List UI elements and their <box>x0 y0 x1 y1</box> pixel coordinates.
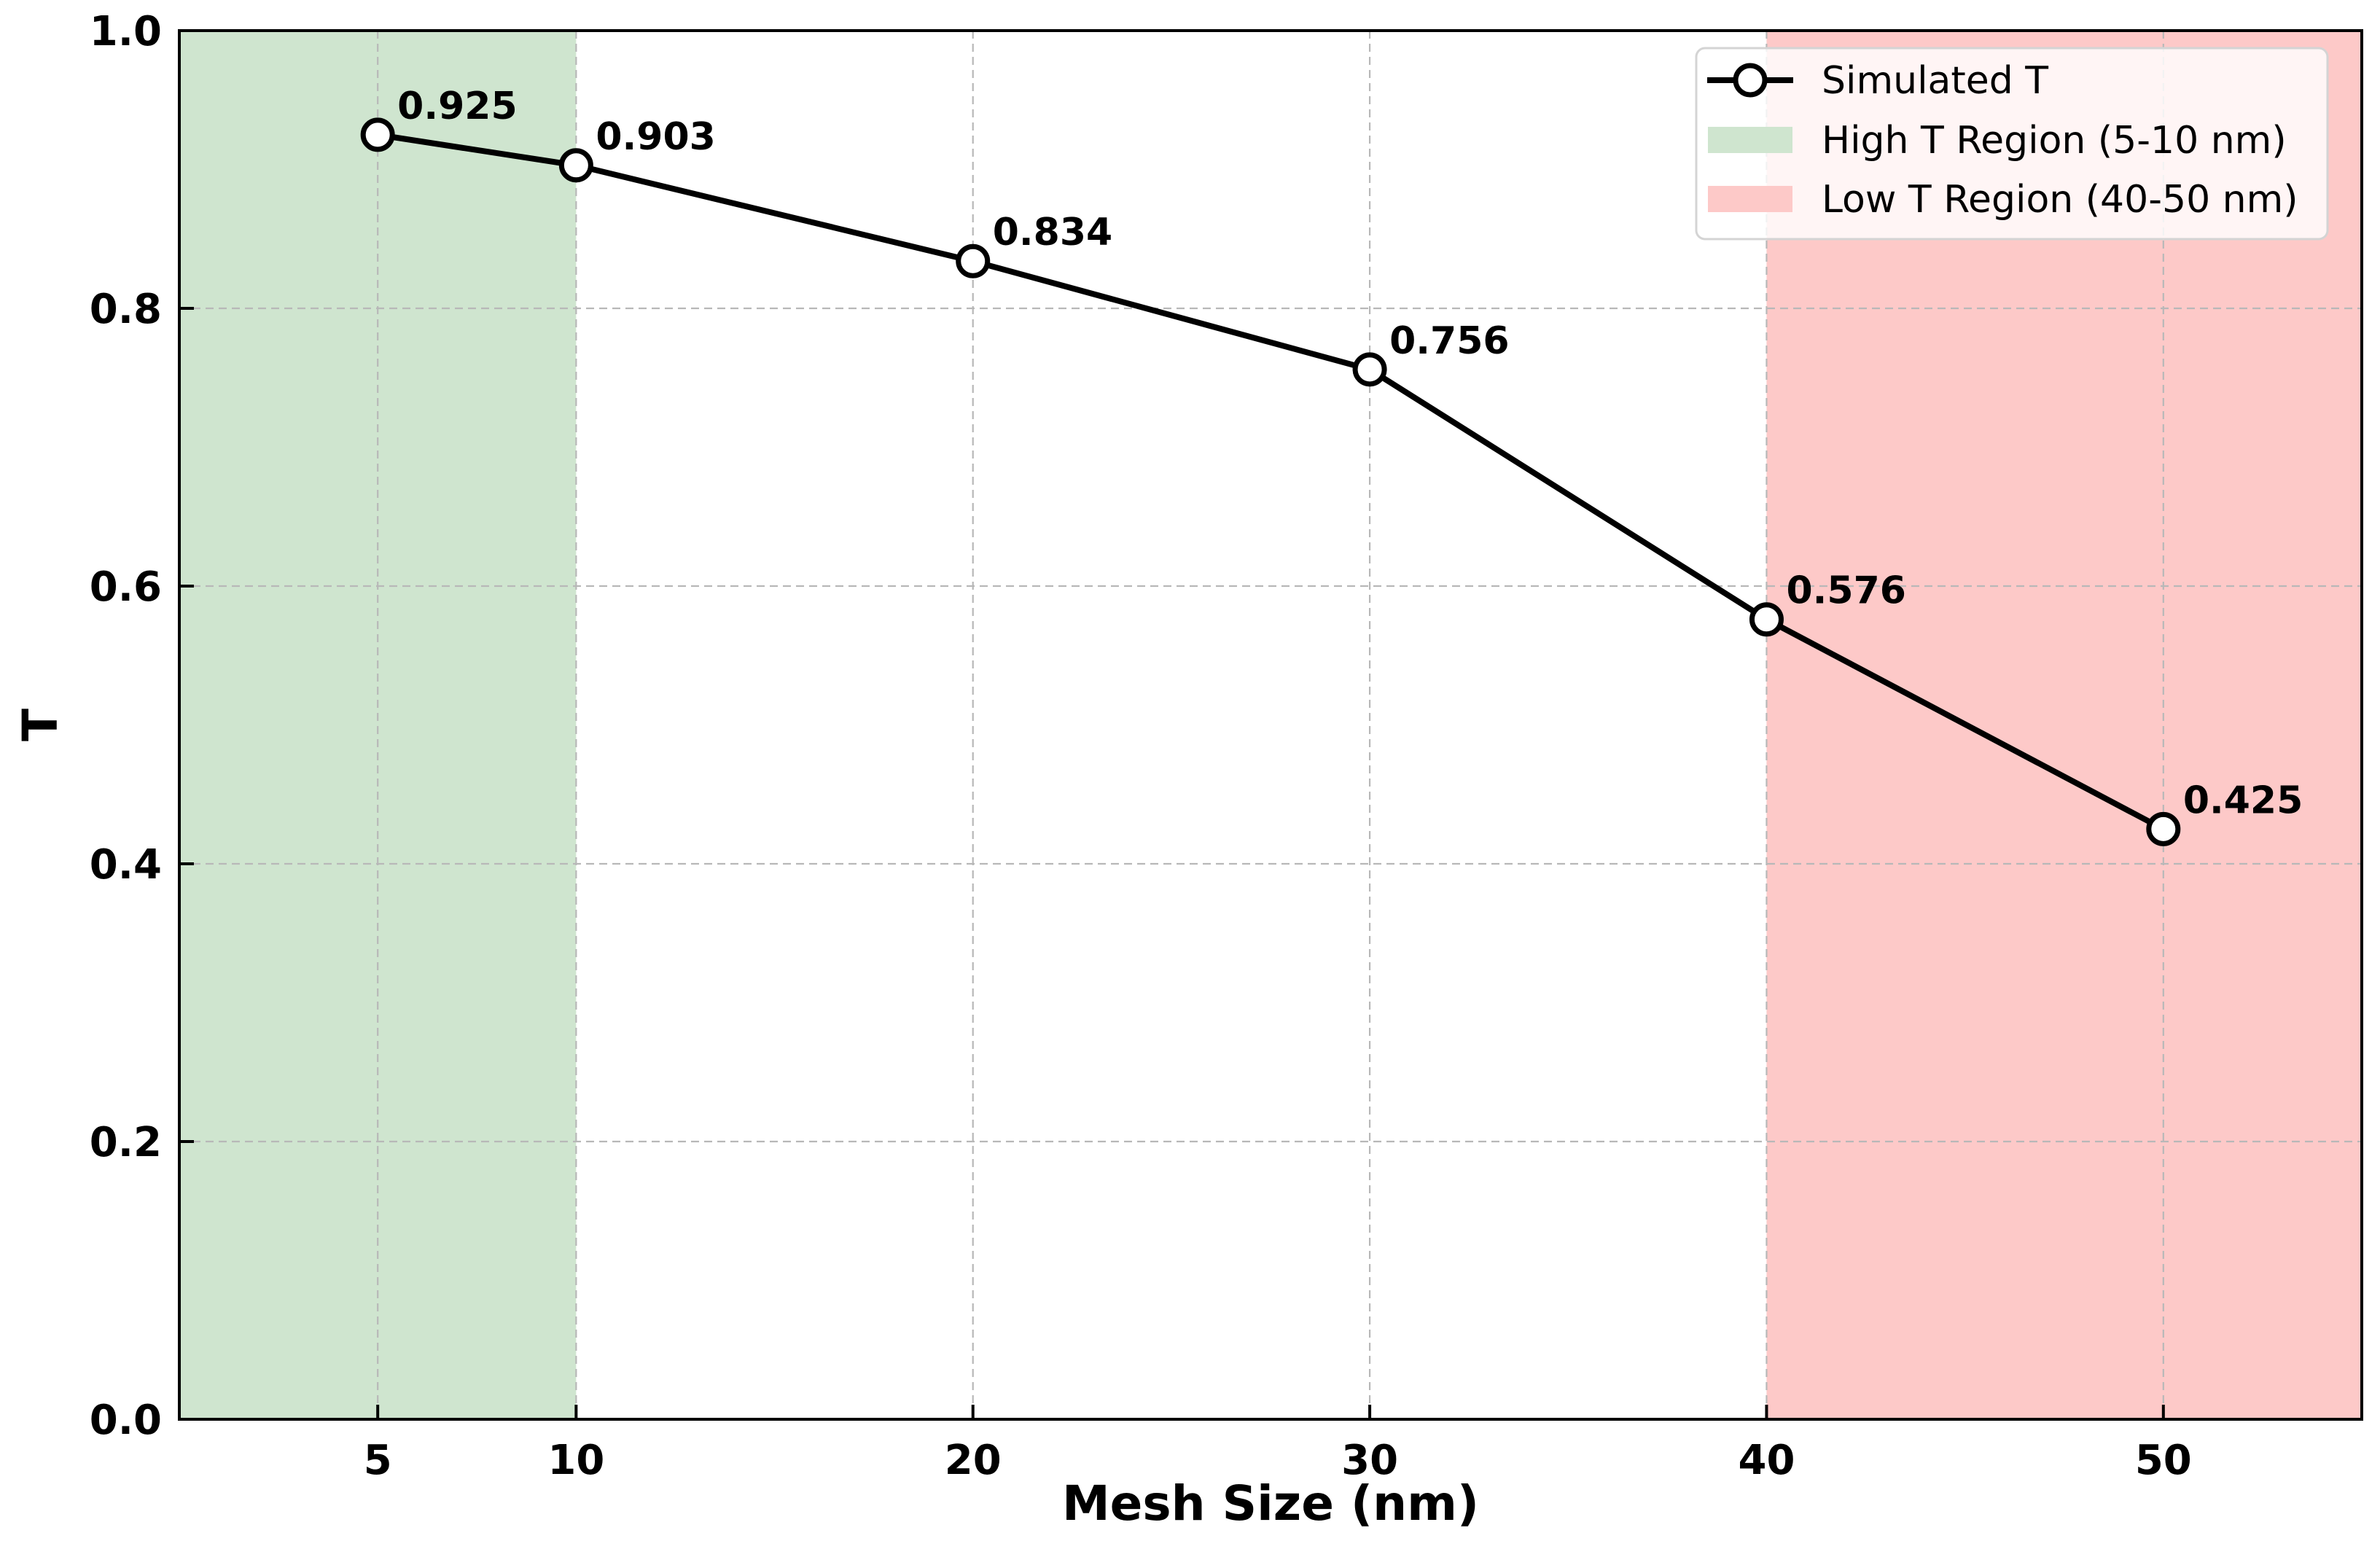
y-axis-title: T <box>12 709 69 741</box>
legend-label-region-1: High T Region (5-10 nm) <box>1822 119 2287 163</box>
legend-label-series: Simulated T <box>1822 59 2048 103</box>
y-tick-label-0.0: 0.0 <box>90 1397 162 1444</box>
x-tick-label-5: 5 <box>364 1437 392 1484</box>
data-point-40 <box>1749 602 1784 637</box>
x-tick-label-20: 20 <box>945 1437 1002 1484</box>
data-label-20: 0.834 <box>993 211 1112 254</box>
legend-swatch-region-2 <box>1708 186 1792 212</box>
x-tick-label-50: 50 <box>2135 1437 2192 1484</box>
legend: Simulated T High T Region (5-10 nm) Low T … <box>1695 47 2329 241</box>
data-point-50 <box>2146 811 2181 846</box>
data-point-30 <box>1352 352 1387 387</box>
y-tick-label-0.2: 0.2 <box>90 1119 162 1166</box>
data-labels: 0.925 0.903 0.834 0.756 0.576 0.425 <box>397 85 2303 823</box>
data-label-5: 0.925 <box>397 85 517 128</box>
x-axis-title: Mesh Size (nm) <box>1062 1475 1479 1532</box>
data-label-40: 0.576 <box>1786 569 1905 613</box>
data-point-10 <box>558 148 593 183</box>
x-tick-label-40: 40 <box>1738 1437 1795 1484</box>
data-series <box>360 117 2181 846</box>
data-point-5 <box>360 117 395 152</box>
x-tick-label-30: 30 <box>1341 1437 1398 1484</box>
legend-marker-swatch <box>1733 63 1768 98</box>
y-tick-label-0.8: 0.8 <box>90 286 162 333</box>
legend-swatch-region-1 <box>1708 127 1792 153</box>
data-label-30: 0.756 <box>1389 319 1509 363</box>
y-tick-label-0.4: 0.4 <box>90 841 162 889</box>
axis-ticks: 5 10 20 30 40 50 0.0 0.2 0.4 0.6 0.8 1.0 <box>90 8 2192 1484</box>
data-label-10: 0.903 <box>596 115 715 159</box>
plot-frame <box>178 29 2363 1421</box>
y-tick-label-0.6: 0.6 <box>90 563 162 611</box>
legend-box <box>1695 47 2329 241</box>
series-line-1 <box>377 131 2165 832</box>
data-point-20 <box>956 243 991 278</box>
region-band-2 <box>1766 31 2362 1419</box>
legend-label-region-2: Low T Region (40-50 nm) <box>1822 178 2298 222</box>
data-label-50: 0.425 <box>2183 779 2303 822</box>
x-tick-label-10: 10 <box>547 1437 604 1484</box>
shaded-regions <box>179 31 2362 1419</box>
y-tick-label-1.0: 1.0 <box>90 8 162 55</box>
region-band-1 <box>179 31 577 1419</box>
